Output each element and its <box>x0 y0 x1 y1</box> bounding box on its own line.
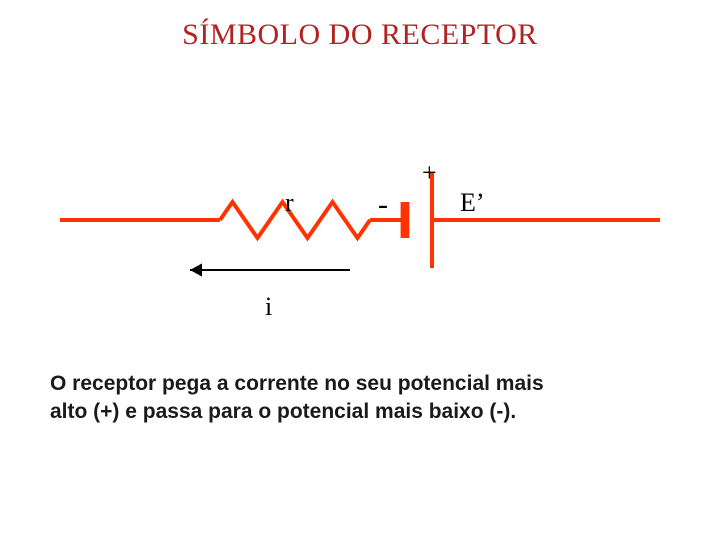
circuit-svg <box>60 110 660 330</box>
current-label: i <box>265 292 272 322</box>
page-title: SÍMBOLO DO RECEPTOR <box>0 18 720 52</box>
resistor-label: r <box>285 188 294 218</box>
minus-label: - <box>378 188 388 222</box>
caption-line1: O receptor pega a corrente no seu potenc… <box>50 372 544 395</box>
slide: SÍMBOLO DO RECEPTOR r - + E’ i O recepto… <box>0 0 720 540</box>
emf-label: E’ <box>460 188 485 218</box>
circuit-diagram: r - + E’ i <box>60 110 660 330</box>
caption: O receptor pega a corrente no seu potenc… <box>50 370 670 427</box>
caption-line2: alto (+) e passa para o potencial mais b… <box>50 400 516 423</box>
plus-label: + <box>422 158 437 188</box>
